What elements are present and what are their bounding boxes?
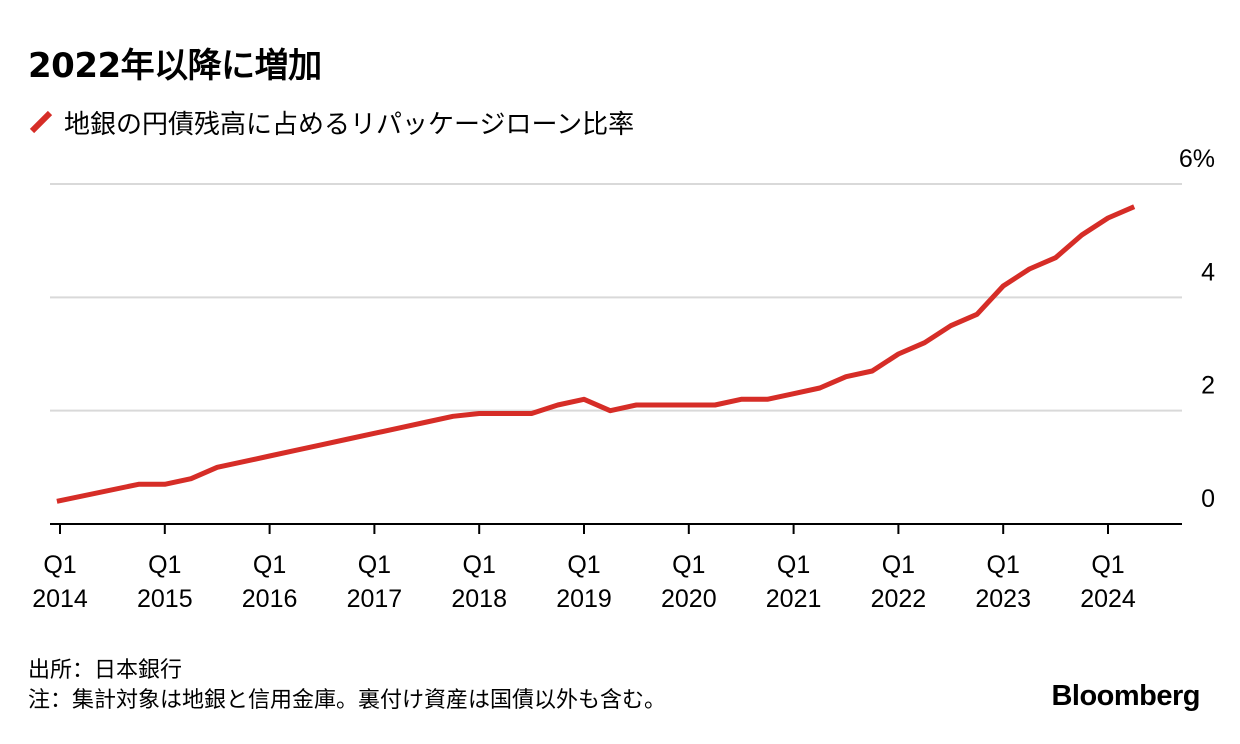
x-tick-quarter-0: Q1 bbox=[43, 551, 76, 579]
x-tick-quarter-4: Q1 bbox=[463, 551, 496, 579]
legend: 地銀の円債残高に占めるリパッケージローン比率 bbox=[28, 104, 634, 140]
x-tick-quarter-6: Q1 bbox=[672, 551, 705, 579]
y-tick-label-1: 2 bbox=[1201, 372, 1215, 400]
grid-lines bbox=[50, 183, 1182, 412]
x-tick-quarter-9: Q1 bbox=[987, 551, 1020, 579]
x-tick-quarter-1: Q1 bbox=[148, 551, 181, 579]
x-tick-quarter-2: Q1 bbox=[253, 551, 286, 579]
x-tick-year-10: 2024 bbox=[1080, 585, 1136, 613]
series-layer bbox=[56, 204, 1136, 504]
footnote: 注：集計対象は地銀と信用金庫。裏付け資産は国債以外も含む。 bbox=[28, 688, 667, 713]
tick-labels: 0 2 4 6% Q1 2014 Q1 2015 Q1 2016 Q1 2017 Q1 2018 Q1 201… bbox=[32, 145, 1215, 613]
x-tick-year-5: 2019 bbox=[556, 585, 612, 613]
footer-notes: 出所：日本銀行 注：集計対象は地銀と信用金庫。裏付け資産は国債以外も含む。 bbox=[28, 656, 666, 716]
y-tick-label-3: 6% bbox=[1179, 145, 1215, 173]
series-line-0 bbox=[56, 204, 1136, 504]
x-tick-year-1: 2015 bbox=[137, 585, 193, 613]
x-tick-year-3: 2017 bbox=[347, 585, 403, 613]
x-tick-quarter-3: Q1 bbox=[358, 551, 391, 579]
source-note: 出所：日本銀行 bbox=[28, 658, 183, 683]
x-tick-quarter-10: Q1 bbox=[1091, 551, 1124, 579]
legend-line-icon bbox=[29, 110, 53, 134]
x-tick-year-4: 2018 bbox=[451, 585, 507, 613]
x-tick-quarter-5: Q1 bbox=[567, 551, 600, 579]
x-tick-year-8: 2022 bbox=[871, 585, 927, 613]
x-tick-year-0: 2014 bbox=[32, 585, 88, 613]
x-tick-year-9: 2023 bbox=[975, 585, 1031, 613]
x-axis bbox=[50, 523, 1182, 534]
x-tick-year-2: 2016 bbox=[242, 585, 298, 613]
x-tick-quarter-8: Q1 bbox=[882, 551, 915, 579]
x-tick-year-7: 2021 bbox=[766, 585, 822, 613]
x-tick-quarter-7: Q1 bbox=[777, 551, 810, 579]
legend-label: 地銀の円債残高に占めるリパッケージローン比率 bbox=[64, 109, 635, 140]
y-tick-label-2: 4 bbox=[1201, 258, 1215, 286]
chart-title: 2022年以降に増加 bbox=[28, 46, 322, 86]
brand-logo: Bloomberg bbox=[1051, 680, 1200, 712]
y-tick-label-0: 0 bbox=[1201, 485, 1215, 513]
x-tick-year-6: 2020 bbox=[661, 585, 717, 613]
